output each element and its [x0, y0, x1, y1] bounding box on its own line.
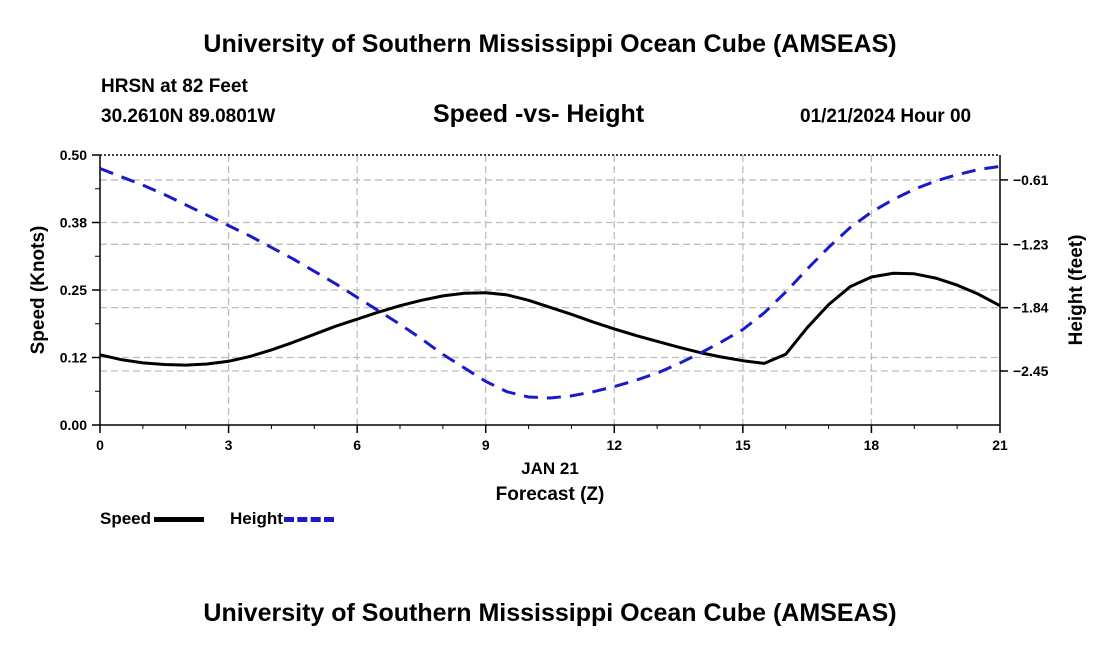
legend-speed-label: Speed	[100, 509, 152, 528]
legend-speed-swatch	[154, 516, 205, 522]
legend-item-height: Height	[230, 509, 334, 529]
x-tick-label: 12	[606, 437, 622, 453]
y2-tick-label: −0.61	[1013, 172, 1049, 188]
series-line-speed	[99, 271, 1001, 367]
chart-title: Speed -vs- Height	[433, 100, 645, 128]
axis-labels: 0 3 6 9 12 15 18 21 0.00 0.12 0.25 0.38 0.50 −2.45 −1.…	[28, 147, 1087, 505]
y2-tick-label: −2.45	[1013, 363, 1049, 379]
x-tick-label: 6	[353, 437, 361, 453]
y-tick-label: 0.38	[60, 215, 87, 231]
axes	[92, 154, 1008, 433]
legend-item-speed: Speed	[100, 509, 205, 529]
series-line-height	[99, 164, 1001, 400]
x-tick-label: 18	[864, 437, 880, 453]
datetime-label: 01/21/2024 Hour 00	[800, 106, 972, 127]
x-axis-date-label: JAN 21	[521, 459, 579, 478]
y2-tick-label: −1.23	[1013, 236, 1049, 252]
station-label: HRSN at 82 Feet	[101, 76, 248, 97]
x-tick-label: 15	[735, 437, 751, 453]
y-axis-title: Speed (Knots)	[28, 226, 49, 355]
y-tick-label: 0.50	[60, 147, 87, 163]
x-axis-title: Forecast (Z)	[496, 484, 605, 505]
title-bottom: University of Southern Mississippi Ocean…	[203, 599, 897, 627]
x-tick-label: 0	[96, 437, 104, 453]
y-tick-label: 0.25	[60, 282, 87, 298]
series-group	[99, 164, 1001, 400]
y-tick-label: 0.00	[60, 417, 87, 433]
x-tick-label: 3	[225, 437, 233, 453]
legend-height-swatch	[283, 516, 334, 522]
y2-tick-label: −1.84	[1013, 300, 1049, 316]
coordinates-label: 30.2610N 89.0801W	[101, 106, 276, 127]
grid	[100, 155, 1000, 425]
y2-axis-title: Height (feet)	[1066, 235, 1087, 346]
x-tick-label: 21	[992, 437, 1008, 453]
legend-height-label: Height	[230, 509, 283, 528]
title-top: University of Southern Mississippi Ocean…	[203, 30, 897, 58]
y-tick-label: 0.12	[60, 350, 87, 366]
x-tick-label: 9	[482, 437, 490, 453]
